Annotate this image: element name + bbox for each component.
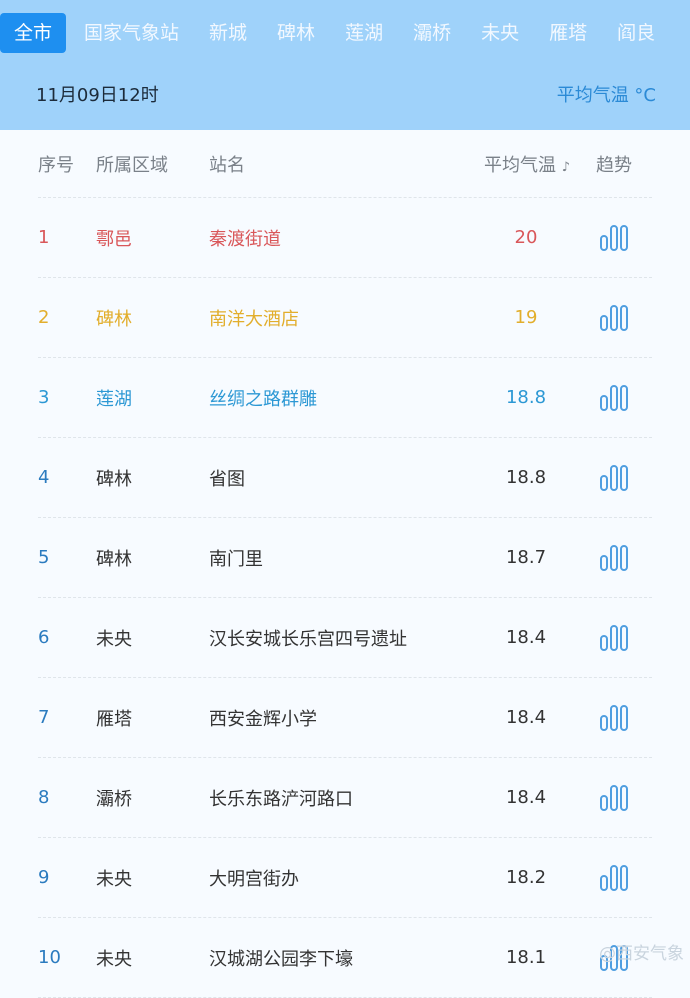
row-index: 2 <box>38 307 50 328</box>
table-row[interactable]: 9 未央 大明宫街办 18.2 <box>38 838 652 918</box>
table-header: 序号 所属区域 站名 平均气温 ♪ 趋势 <box>38 130 652 198</box>
tab-4[interactable]: 莲湖 <box>345 22 384 44</box>
row-index: 10 <box>38 947 61 968</box>
trend-chart-icon[interactable] <box>600 304 628 331</box>
row-district: 未央 <box>96 628 132 650</box>
row-district: 莲湖 <box>96 388 132 410</box>
row-index: 8 <box>38 787 50 808</box>
row-temp: 18.8 <box>505 467 547 488</box>
row-station: 汉长安城长乐宫四号遗址 <box>209 628 407 650</box>
row-district: 未央 <box>96 868 132 890</box>
row-index: 1 <box>38 227 50 248</box>
row-station: 省图 <box>209 468 245 490</box>
tab-0[interactable]: 全市 <box>0 13 67 53</box>
row-index: 9 <box>38 867 50 888</box>
row-temp: 18.4 <box>505 627 547 648</box>
row-temp: 18.4 <box>505 787 547 808</box>
trend-chart-icon[interactable] <box>600 864 628 891</box>
row-index: 5 <box>38 547 50 568</box>
row-temp: 18.4 <box>505 707 547 728</box>
row-district: 灞桥 <box>96 788 132 810</box>
row-station: 汉城湖公园李下壕 <box>209 948 353 970</box>
row-district: 碑林 <box>96 468 132 490</box>
tab-8[interactable]: 阎良 <box>617 22 656 44</box>
watermark: @西安气象 <box>599 944 684 964</box>
sort-icon[interactable]: ♪ <box>561 159 570 175</box>
row-district: 未央 <box>96 948 132 970</box>
trend-chart-icon[interactable] <box>600 384 628 411</box>
row-index: 6 <box>38 627 50 648</box>
row-district: 碑林 <box>96 548 132 570</box>
timestamp: 11月09日12时 <box>36 85 159 106</box>
tab-7[interactable]: 雁塔 <box>549 22 588 44</box>
row-index: 4 <box>38 467 50 488</box>
row-temp: 18.7 <box>505 547 547 568</box>
table-row[interactable]: 5 碑林 南门里 18.7 <box>38 518 652 598</box>
col-station: 站名 <box>209 154 245 176</box>
row-district: 雁塔 <box>96 708 132 730</box>
district-tabs: 全市 国家气象站 新城 碑林 莲湖 灞桥 未央 雁塔 阎良 <box>0 0 690 66</box>
row-temp: 18.1 <box>505 947 547 968</box>
tab-1[interactable]: 国家气象站 <box>84 22 180 44</box>
row-station: 秦渡街道 <box>209 228 281 250</box>
row-temp: 18.2 <box>505 867 547 888</box>
tab-6[interactable]: 未央 <box>481 22 520 44</box>
row-station: 西安金辉小学 <box>209 708 317 730</box>
table-row[interactable]: 4 碑林 省图 18.8 <box>38 438 652 518</box>
row-district: 碑林 <box>96 308 132 330</box>
col-trend: 趋势 <box>596 154 632 176</box>
trend-chart-icon[interactable] <box>600 544 628 571</box>
ranking-table: 序号 所属区域 站名 平均气温 ♪ 趋势 1 鄠邑 秦渡街道 20 2 碑林 南… <box>0 130 690 998</box>
row-station: 南门里 <box>209 548 263 570</box>
col-temp: 平均气温 <box>483 154 556 176</box>
table-row[interactable]: 2 碑林 南洋大酒店 19 <box>38 278 652 358</box>
row-index: 3 <box>38 387 50 408</box>
row-temp: 20 <box>514 227 538 248</box>
col-index: 序号 <box>38 154 74 176</box>
row-district: 鄠邑 <box>96 228 132 250</box>
row-index: 7 <box>38 707 50 728</box>
row-station: 大明宫街办 <box>209 868 299 890</box>
col-district: 所属区域 <box>96 154 168 176</box>
trend-chart-icon[interactable] <box>600 704 628 731</box>
table-row[interactable]: 10 未央 汉城湖公园李下壕 18.1 <box>38 918 652 998</box>
row-temp: 18.8 <box>505 387 547 408</box>
trend-chart-icon[interactable] <box>600 624 628 651</box>
row-station: 丝绸之路群雕 <box>209 388 317 410</box>
tab-5[interactable]: 灞桥 <box>413 22 452 44</box>
header: 全市 国家气象站 新城 碑林 莲湖 灞桥 未央 雁塔 阎良 11月09日12时 平均气温 °C <box>0 0 690 130</box>
col-temp-sort[interactable]: 平均气温 ♪ <box>476 151 576 177</box>
row-station: 长乐东路浐河路口 <box>209 788 353 810</box>
metric-selector[interactable]: 平均气温 °C <box>556 85 656 106</box>
table-row[interactable]: 6 未央 汉长安城长乐宫四号遗址 18.4 <box>38 598 652 678</box>
table-row[interactable]: 1 鄠邑 秦渡街道 20 <box>38 198 652 278</box>
row-temp: 19 <box>514 307 538 328</box>
table-row[interactable]: 8 灞桥 长乐东路浐河路口 18.4 <box>38 758 652 838</box>
tab-3[interactable]: 碑林 <box>277 22 316 44</box>
table-row[interactable]: 3 莲湖 丝绸之路群雕 18.8 <box>38 358 652 438</box>
tab-2[interactable]: 新城 <box>209 22 248 44</box>
table-row[interactable]: 7 雁塔 西安金辉小学 18.4 <box>38 678 652 758</box>
row-station: 南洋大酒店 <box>209 308 299 330</box>
trend-chart-icon[interactable] <box>600 224 628 251</box>
trend-chart-icon[interactable] <box>600 464 628 491</box>
trend-chart-icon[interactable] <box>600 784 628 811</box>
